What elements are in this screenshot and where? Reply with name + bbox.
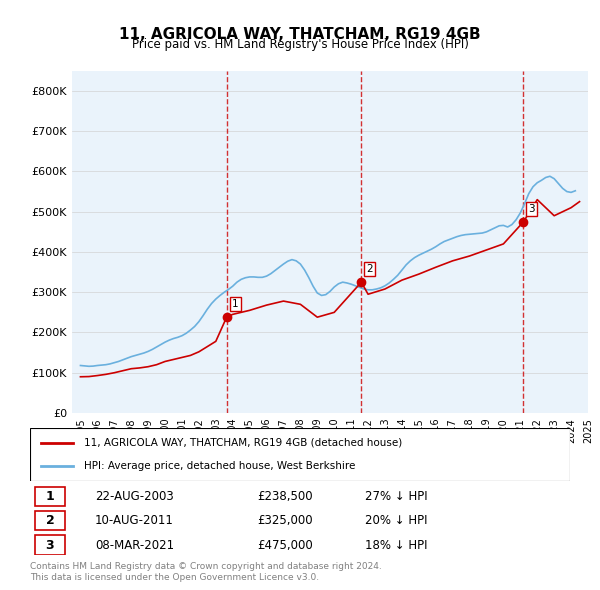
Text: 08-MAR-2021: 08-MAR-2021 (95, 539, 174, 552)
FancyBboxPatch shape (35, 511, 65, 530)
Text: 18% ↓ HPI: 18% ↓ HPI (365, 539, 427, 552)
Text: 3: 3 (46, 539, 54, 552)
FancyBboxPatch shape (35, 536, 65, 555)
Text: £475,000: £475,000 (257, 539, 313, 552)
Text: HPI: Average price, detached house, West Berkshire: HPI: Average price, detached house, West… (84, 461, 355, 471)
Text: Price paid vs. HM Land Registry's House Price Index (HPI): Price paid vs. HM Land Registry's House … (131, 38, 469, 51)
Text: 3: 3 (529, 204, 535, 214)
Text: Contains HM Land Registry data © Crown copyright and database right 2024.: Contains HM Land Registry data © Crown c… (30, 562, 382, 571)
Text: £238,500: £238,500 (257, 490, 313, 503)
Text: 11, AGRICOLA WAY, THATCHAM, RG19 4GB: 11, AGRICOLA WAY, THATCHAM, RG19 4GB (119, 27, 481, 41)
Text: 10-AUG-2011: 10-AUG-2011 (95, 514, 173, 527)
Text: 2: 2 (46, 514, 55, 527)
Text: £325,000: £325,000 (257, 514, 313, 527)
Text: 20% ↓ HPI: 20% ↓ HPI (365, 514, 427, 527)
FancyBboxPatch shape (30, 428, 570, 481)
Text: 27% ↓ HPI: 27% ↓ HPI (365, 490, 427, 503)
Text: 2: 2 (367, 264, 373, 274)
Text: 11, AGRICOLA WAY, THATCHAM, RG19 4GB (detached house): 11, AGRICOLA WAY, THATCHAM, RG19 4GB (de… (84, 438, 402, 448)
Text: 1: 1 (232, 299, 238, 309)
Text: 1: 1 (46, 490, 55, 503)
Text: 22-AUG-2003: 22-AUG-2003 (95, 490, 173, 503)
Text: This data is licensed under the Open Government Licence v3.0.: This data is licensed under the Open Gov… (30, 573, 319, 582)
FancyBboxPatch shape (35, 487, 65, 506)
